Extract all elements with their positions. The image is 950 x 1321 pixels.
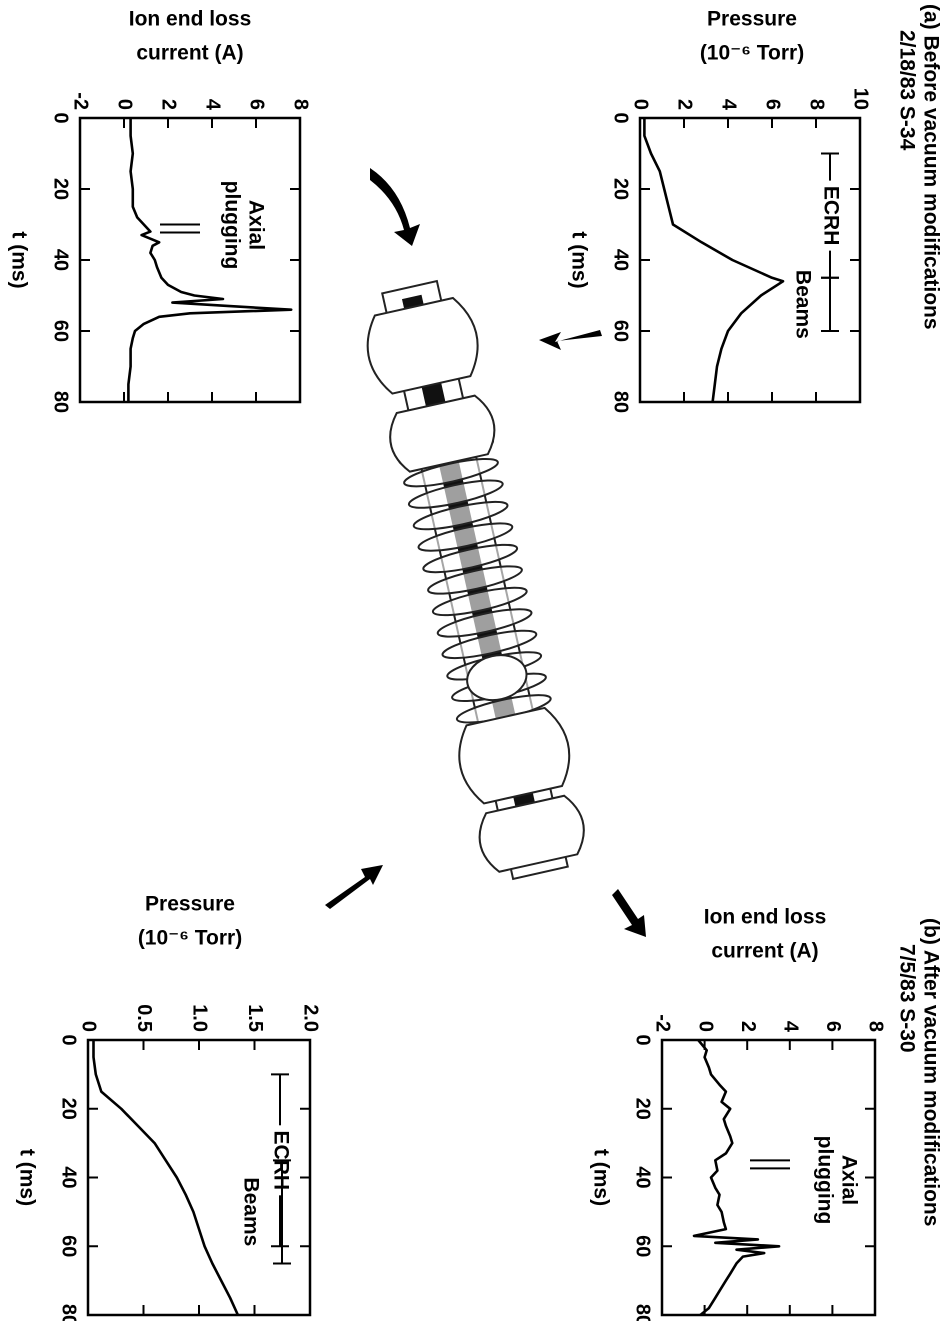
y-axis-label: current (A) bbox=[711, 940, 818, 963]
arrow bbox=[539, 330, 602, 350]
y-tick-label: 2 bbox=[737, 1021, 759, 1032]
x-tick-label: 40 bbox=[610, 249, 632, 271]
x-tick-label: 0 bbox=[632, 1034, 654, 1045]
y-tick-label: 8 bbox=[865, 1021, 887, 1032]
arrow bbox=[370, 168, 420, 246]
x-tick-label: 40 bbox=[632, 1166, 654, 1188]
y-tick-label: 4 bbox=[718, 99, 740, 111]
y-axis-label: (10⁻⁶ Torr) bbox=[138, 927, 242, 950]
device-ring bbox=[427, 565, 523, 595]
x-tick-label: 80 bbox=[50, 391, 72, 413]
y-tick-label: 0 bbox=[694, 1021, 716, 1032]
y-axis-label: Ion end loss bbox=[129, 8, 252, 31]
device-ring bbox=[441, 629, 538, 660]
x-axis-label: t (ms) bbox=[567, 231, 590, 288]
y-tick-label: 2.0 bbox=[300, 1004, 322, 1032]
y-tick-label: 4 bbox=[780, 1021, 802, 1033]
x-axis-label: t (ms) bbox=[15, 1149, 38, 1206]
panel-subtitle: 2/18/83 S-34 bbox=[895, 30, 918, 151]
data-line bbox=[643, 118, 785, 403]
device-ring bbox=[466, 654, 528, 702]
x-tick-label: 20 bbox=[610, 178, 632, 200]
y-tick-label: 0 bbox=[78, 1021, 100, 1032]
arrow bbox=[612, 889, 646, 937]
y-tick-label: 6 bbox=[822, 1021, 844, 1032]
x-tick-label: 0 bbox=[58, 1034, 80, 1045]
device-ring bbox=[407, 479, 504, 509]
y-tick-label: 6 bbox=[246, 99, 268, 110]
y-axis-label: Pressure bbox=[707, 8, 797, 31]
x-tick-label: 60 bbox=[610, 320, 632, 342]
panel-subtitle: 7/5/83 S-30 bbox=[895, 944, 918, 1053]
y-tick-label: -2 bbox=[70, 92, 92, 110]
y-tick-label: 0 bbox=[114, 99, 136, 110]
y-axis-label: current (A) bbox=[136, 42, 243, 65]
y-axis-label: (10⁻⁶ Torr) bbox=[700, 42, 804, 65]
y-tick-label: 8 bbox=[290, 99, 312, 110]
annotation: plugging bbox=[220, 181, 243, 270]
y-axis-label: Ion end loss bbox=[704, 906, 827, 929]
y-axis-label: Pressure bbox=[145, 893, 235, 916]
data-line bbox=[127, 118, 293, 402]
y-tick-label: 4 bbox=[202, 99, 224, 111]
y-tick-label: 2 bbox=[158, 99, 180, 110]
charts: Pressure (10⁻⁶ Torr) (a) Before vacuum mod… bbox=[7, 4, 942, 1321]
y-tick-label: 6 bbox=[762, 99, 784, 110]
y-tick-label: 10 bbox=[850, 88, 872, 110]
annotation: plugging bbox=[813, 1136, 836, 1225]
panel-title: (b) After vacuum modifications bbox=[919, 918, 942, 1226]
x-axis-label: t (ms) bbox=[7, 231, 30, 288]
device-ring bbox=[422, 543, 519, 574]
x-tick-label: 40 bbox=[58, 1166, 80, 1188]
y-tick-label: 0 bbox=[630, 99, 652, 110]
x-tick-label: 60 bbox=[58, 1235, 80, 1257]
x-tick-label: 80 bbox=[610, 391, 632, 413]
device-ring bbox=[431, 586, 528, 617]
x-tick-label: 20 bbox=[50, 178, 72, 200]
x-tick-label: 60 bbox=[632, 1235, 654, 1257]
device-coil bbox=[458, 706, 571, 805]
panel-title: (a) Before vacuum modifications bbox=[919, 4, 942, 330]
x-tick-label: 40 bbox=[50, 249, 72, 271]
device-drawing bbox=[366, 279, 585, 881]
x-tick-label: 0 bbox=[610, 112, 632, 123]
arrow bbox=[325, 865, 383, 909]
x-tick-label: 20 bbox=[58, 1098, 80, 1120]
annotation: Axial bbox=[837, 1155, 860, 1205]
x-tick-label: 80 bbox=[58, 1304, 80, 1321]
y-tick-label: -2 bbox=[652, 1014, 674, 1032]
span-label: Beams bbox=[791, 270, 814, 339]
device-coil bbox=[366, 296, 479, 395]
data-line bbox=[92, 1040, 240, 1316]
x-axis-label: t (ms) bbox=[589, 1149, 612, 1206]
x-tick-label: 20 bbox=[632, 1098, 654, 1120]
annotation: Axial bbox=[244, 200, 267, 250]
x-tick-label: 0 bbox=[50, 112, 72, 123]
span-label: Beams bbox=[239, 1177, 262, 1246]
device-ring bbox=[412, 500, 509, 531]
device-coil bbox=[389, 394, 496, 473]
data-line bbox=[692, 1039, 781, 1317]
device-ring bbox=[417, 522, 514, 552]
x-tick-label: 60 bbox=[50, 320, 72, 342]
y-tick-label: 2 bbox=[674, 99, 696, 110]
x-tick-label: 80 bbox=[632, 1304, 654, 1321]
y-tick-label: 8 bbox=[806, 99, 828, 110]
y-tick-label: 0.5 bbox=[133, 1004, 155, 1032]
device-coil bbox=[478, 794, 585, 873]
y-tick-label: 1.5 bbox=[244, 1004, 266, 1032]
span-label-bg bbox=[818, 180, 842, 251]
y-tick-label: 1.0 bbox=[189, 1004, 211, 1032]
span-label: ECRH bbox=[819, 186, 842, 246]
device-ring bbox=[436, 608, 533, 638]
